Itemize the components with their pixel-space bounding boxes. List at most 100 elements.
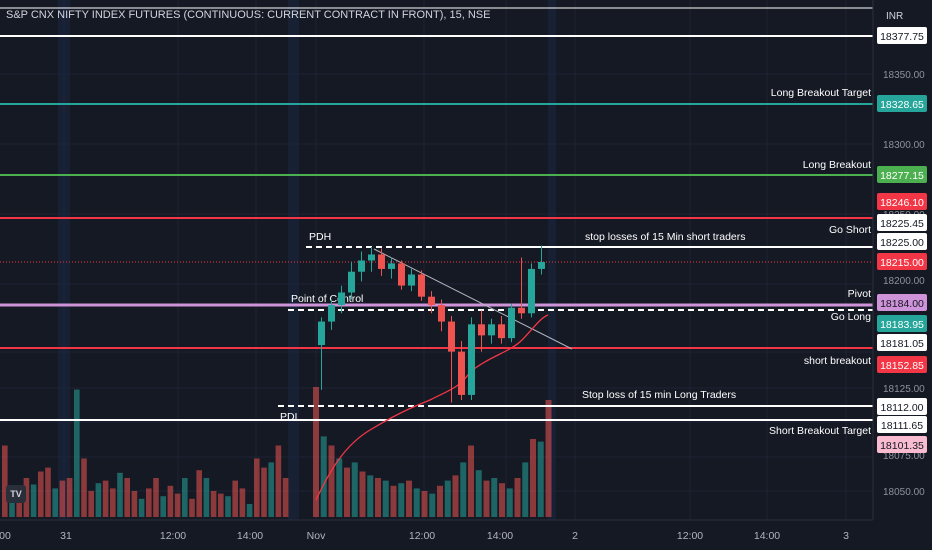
vwap-line [315,314,549,501]
time-tick-label: 12:00 [677,530,703,542]
trend-line[interactable] [373,248,573,350]
price-tag-long-breakout-target[interactable]: 18328.65 [877,95,927,112]
candlesticks[interactable] [318,245,545,403]
candle[interactable] [328,299,335,330]
volume-bar [153,478,159,517]
time-tick-label: 31 [60,530,72,542]
candle[interactable] [458,340,465,400]
volume-bar [167,485,174,517]
candle[interactable] [448,316,455,403]
candle[interactable] [378,248,385,276]
volume-bar [398,483,405,517]
volume-bar [375,478,381,517]
price-tag-stop-long[interactable]: 18112.00 [877,398,927,415]
volume-bar [522,462,529,517]
candle[interactable] [338,285,345,314]
tradingview-logo-icon[interactable]: TV [6,485,26,503]
candle[interactable] [508,303,515,343]
time-tick-label: 12:00 [409,530,435,542]
drawings: PDH Point of Control PDL [278,231,573,501]
candle[interactable] [498,316,505,344]
time-axis-bg [0,520,873,550]
candle-body [348,271,355,293]
price-tag-bg [877,214,927,231]
pdh-label: PDH [309,231,331,243]
candle[interactable] [358,251,365,282]
price-tag-short-breakout[interactable]: 18152.85 [877,356,927,373]
price-tag-bg [877,233,927,250]
volume-bar [359,471,366,517]
price-tag-pink-lower[interactable]: 18101.35 [877,436,927,453]
level-label-long-breakout: Long Breakout [803,159,871,171]
price-tag-long-breakout[interactable]: 18277.15 [877,166,927,183]
candle-body [458,351,465,395]
candle[interactable] [428,291,435,314]
volume-bar [499,483,505,517]
price-tag-text: 18377.75 [880,31,924,43]
price-tag-red-upper[interactable]: 18246.10 [877,193,927,210]
time-axis[interactable]: 00 31 12:00 14:00 Nov 12:00 14:00 2 12:00 14:00 3 [0,519,873,550]
candle[interactable] [488,318,495,344]
price-axis[interactable]: INR18350.0018300.0018250.0018200.0018125… [872,0,932,550]
candle[interactable] [388,257,395,279]
volume-bar [275,445,282,517]
volume-bar [225,496,231,517]
volume-bar [429,493,436,517]
candle-body [448,321,455,352]
price-tag-text: 18152.85 [880,360,924,372]
candle-body [428,296,435,305]
volume-bar [66,478,73,517]
candle[interactable] [398,260,405,290]
symbol-title[interactable]: S&P CNX NIFTY INDEX FUTURES (CONTINUOUS:… [6,9,491,21]
time-tick-label: 3 [843,530,849,542]
volume-bar [537,441,544,517]
candle[interactable] [408,268,415,292]
candle[interactable] [468,317,475,400]
volume-bar [545,400,552,517]
session-band [58,0,70,520]
price-tag-short-breakout-target[interactable]: 18111.65 [877,416,927,433]
price-tag-text: 18181.05 [880,338,924,350]
volume-bar [351,462,358,517]
price-tag-last-price[interactable]: 18215.00 [877,253,927,270]
volume-bar [437,485,443,517]
price-tag-bg [877,166,927,183]
candle-body [468,324,475,395]
price-tag-bg [877,436,927,453]
level-label-go-short: Go Short [829,224,871,236]
price-tag-top-line[interactable]: 18377.75 [877,27,927,44]
price-tag-bg [877,294,927,311]
candle[interactable] [538,245,545,275]
price-tag-go-short[interactable]: 18225.45 [877,214,927,231]
price-tag-point-of-control[interactable]: 18181.05 [877,334,927,351]
price-tag-bg [877,253,927,270]
candle[interactable] [368,247,375,272]
candle[interactable] [478,310,485,352]
volume-bar [74,389,80,517]
candle[interactable] [318,317,325,390]
price-tick-label: 18075.00 [883,451,925,462]
price-tick-label: 18050.00 [883,487,925,498]
volume-bar [131,491,138,517]
price-tag-pivot[interactable]: 18184.00 [877,294,927,311]
volume-bar [320,436,327,517]
candle[interactable] [518,257,525,319]
candle[interactable] [528,263,535,318]
session-band [288,0,299,520]
volume-bar [110,488,116,517]
volume-bar [124,478,130,517]
candle[interactable] [438,299,445,332]
price-tick-label: 18125.00 [883,384,925,395]
price-tag-stop-short[interactable]: 18225.00 [877,233,927,250]
price-tick-label: 18300.00 [883,140,925,151]
volume-bar [328,445,335,517]
candle[interactable] [348,262,355,300]
volume-bar [182,478,188,517]
volume-bar [468,445,474,517]
volume-bars [2,387,552,517]
price-tag-bg [877,315,927,332]
candle[interactable] [418,270,425,301]
candle-body [488,324,495,336]
price-tag-go-long[interactable]: 18183.95 [877,315,927,332]
